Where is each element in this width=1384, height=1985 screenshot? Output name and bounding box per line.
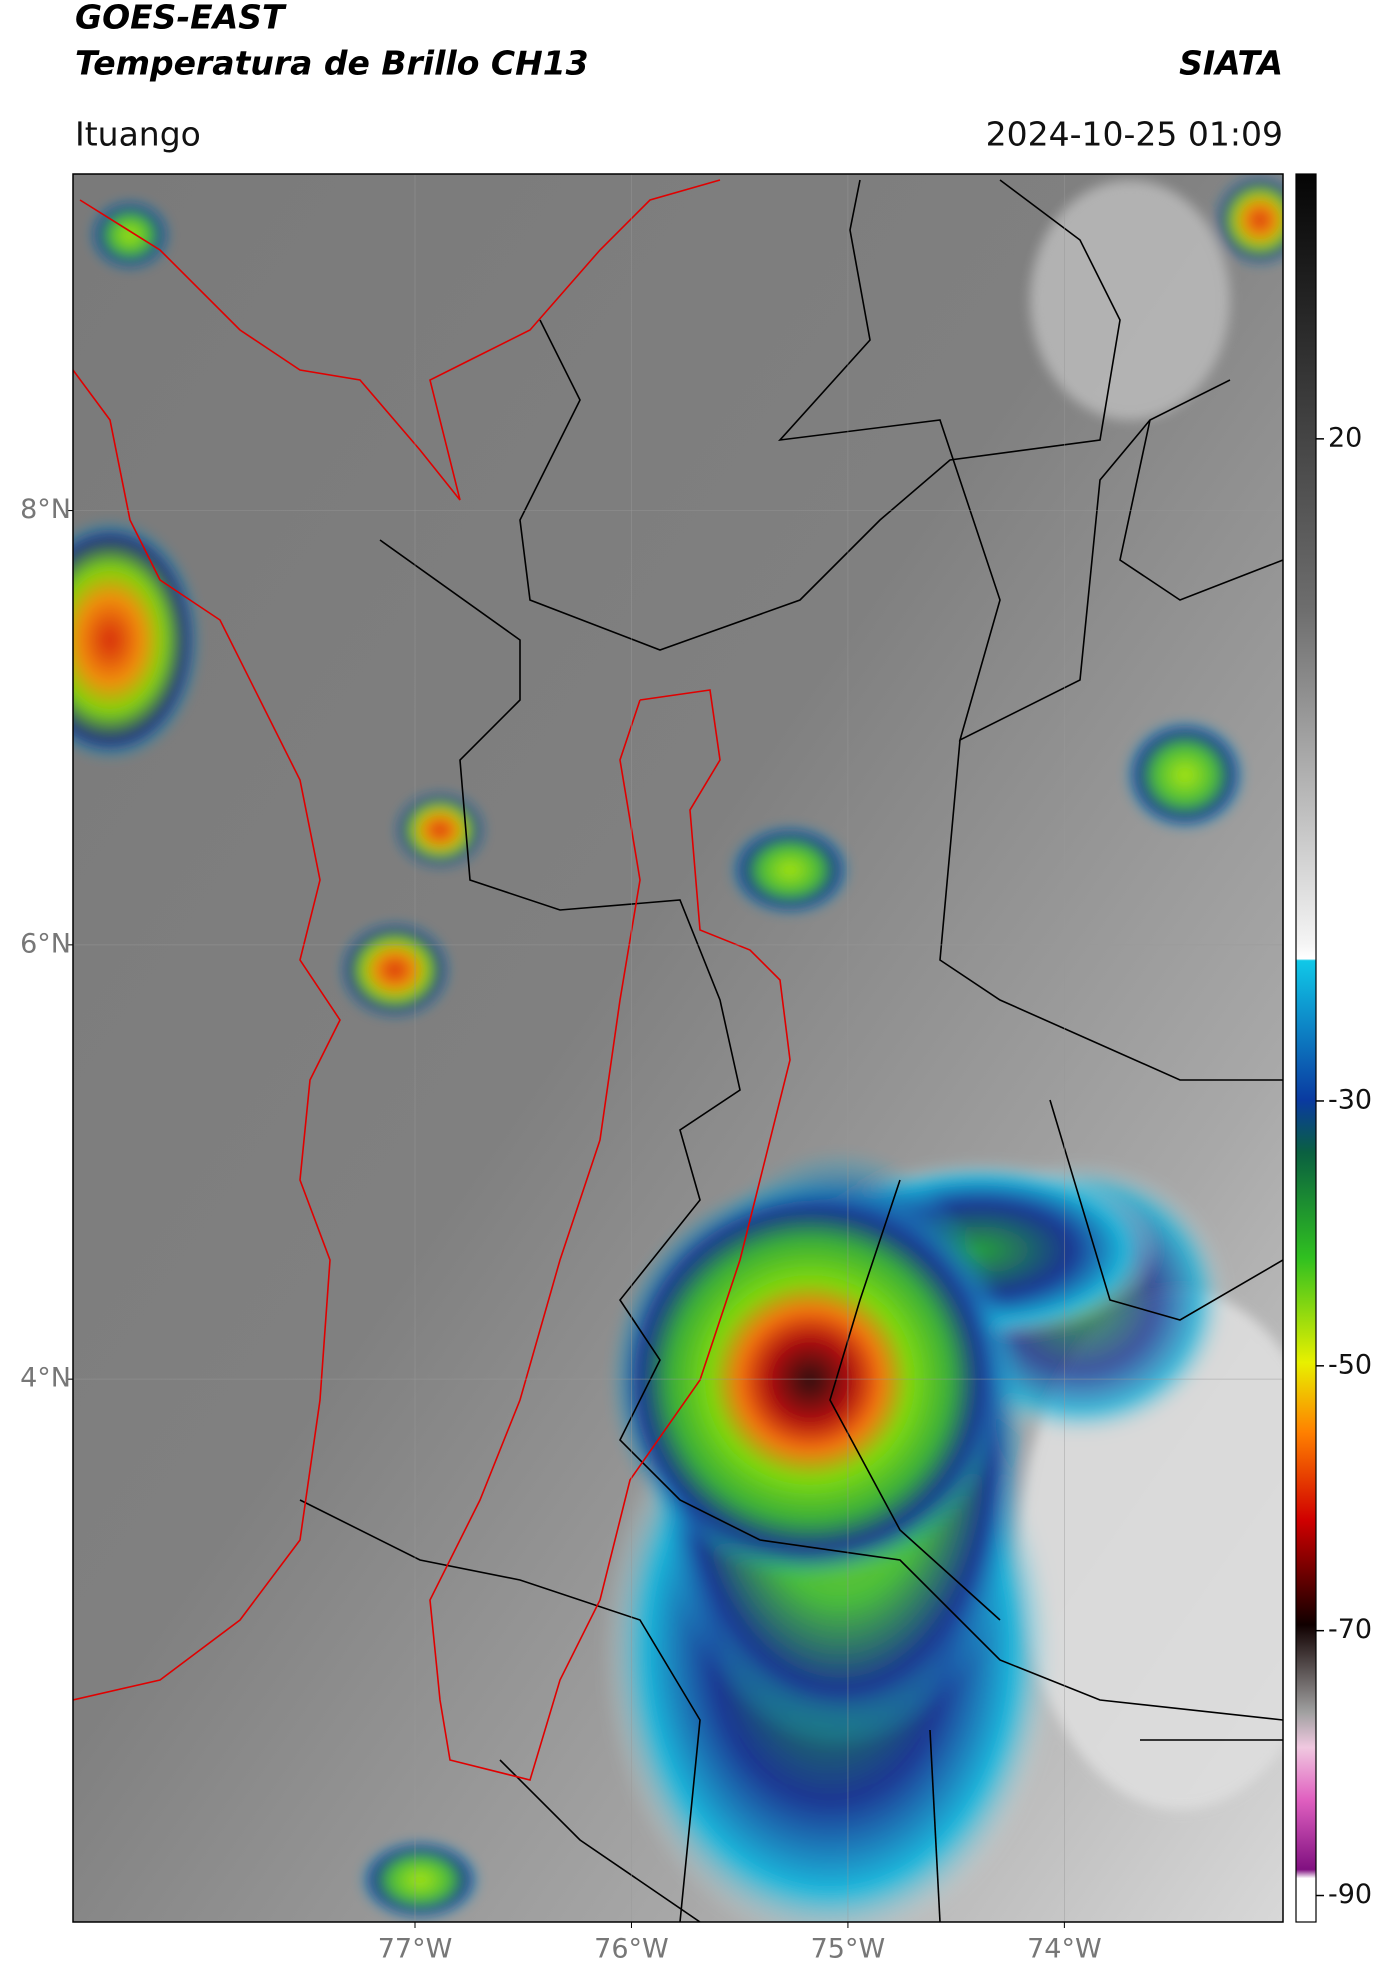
map-image xyxy=(73,174,1283,1922)
colorbar-tick-label: -90 xyxy=(1328,1879,1372,1910)
colorbar xyxy=(1295,173,1317,1923)
map-frame xyxy=(72,173,1284,1923)
title: GOES-EAST xyxy=(75,0,287,37)
x-tick-label: 75°W xyxy=(811,1934,886,1965)
y-tick-label: 8°N xyxy=(20,494,71,525)
colorbar-tick-label: 20 xyxy=(1328,422,1362,453)
x-tick-label: 74°W xyxy=(1027,1934,1102,1965)
location: Ituango xyxy=(75,115,201,154)
ticks: 77°W 76°W 75°W 74°W 8°N 6°N 4°N 20 -30 -50 -70 -90 xyxy=(20,422,1372,1964)
x-tick-label: 77°W xyxy=(378,1934,453,1965)
colorbar-tick-label: -30 xyxy=(1328,1084,1372,1115)
x-tick-label: 76°W xyxy=(594,1934,669,1965)
y-tick-label: 6°N xyxy=(20,928,71,959)
y-tick-label: 4°N xyxy=(20,1363,71,1394)
colorbar-tick-label: -50 xyxy=(1328,1349,1372,1380)
colorbar-tick-label: -70 xyxy=(1328,1614,1372,1645)
subtitle: Temperatura de Brillo CH13 xyxy=(75,44,589,83)
timestamp: 2024-10-25 01:09 xyxy=(986,115,1283,154)
source: SIATA xyxy=(1179,44,1283,83)
graticule xyxy=(73,174,1283,1922)
